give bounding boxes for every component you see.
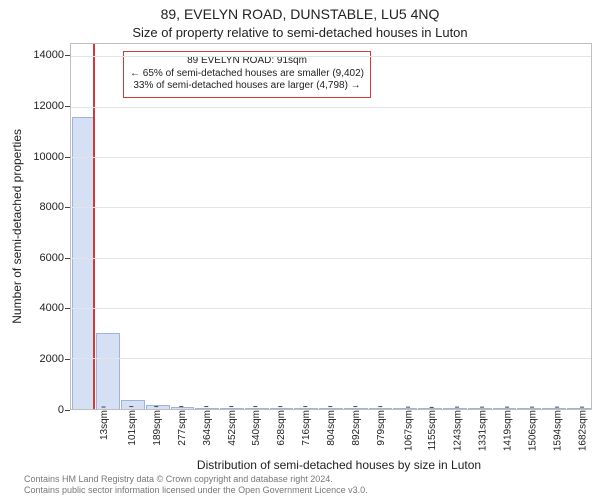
callout-larger: 33% of semi-detached houses are larger (… xyxy=(130,80,364,93)
y-tick: 0 xyxy=(58,404,64,416)
attribution-footer: Contains HM Land Registry data © Crown c… xyxy=(24,474,592,497)
gridline xyxy=(71,308,591,309)
x-axis-ticks: 13sqm 101sqm 189sqm 277sqm 364sqm 452sqm 540sq… xyxy=(78,410,600,458)
y-tick: 4000 xyxy=(40,302,64,314)
gridline xyxy=(71,207,591,208)
x-tick: 1682sqm xyxy=(577,410,588,451)
x-tick: 1243sqm xyxy=(453,410,464,451)
plot-area: 89 EVELYN ROAD: 91sqm ← 65% of semi-deta… xyxy=(70,43,592,410)
x-tick: 628sqm xyxy=(276,410,287,446)
gridline xyxy=(71,157,591,158)
histogram-bar xyxy=(96,333,120,408)
histogram-bar xyxy=(121,400,145,408)
y-axis: 02000400060008000100001200014000 xyxy=(26,43,70,410)
y-axis-label: Number of semi-detached properties xyxy=(8,43,26,410)
x-tick: 1331sqm xyxy=(478,410,489,451)
chart-area: Number of semi-detached properties 02000… xyxy=(8,43,592,410)
gridline xyxy=(71,107,591,108)
x-tick: 979sqm xyxy=(375,410,386,446)
y-tick: 8000 xyxy=(40,201,64,213)
x-tick: 452sqm xyxy=(226,410,237,446)
x-tick: 540sqm xyxy=(251,410,262,446)
y-tick: 12000 xyxy=(33,100,64,112)
histogram-bars xyxy=(71,44,591,409)
x-tick: 716sqm xyxy=(301,410,312,446)
x-tick: 189sqm xyxy=(152,410,163,446)
y-tick: 2000 xyxy=(40,353,64,365)
chart-titles: 89, EVELYN ROAD, DUNSTABLE, LU5 4NQ Size… xyxy=(8,6,592,41)
x-tick: 364sqm xyxy=(201,410,212,446)
x-tick: 1419sqm xyxy=(502,410,513,451)
callout-smaller: ← 65% of semi-detached houses are smalle… xyxy=(130,68,364,81)
x-tick: 277sqm xyxy=(177,410,188,446)
property-marker-line xyxy=(93,44,95,409)
x-tick: 1506sqm xyxy=(527,410,538,451)
x-tick: 1594sqm xyxy=(552,410,563,451)
y-tick: 6000 xyxy=(40,252,64,264)
y-tick: 10000 xyxy=(33,151,64,163)
footer-line-2: Contains public sector information licen… xyxy=(24,485,592,496)
x-tick: 892sqm xyxy=(351,410,362,446)
gridline xyxy=(71,258,591,259)
x-tick: 804sqm xyxy=(326,410,337,446)
footer-line-1: Contains HM Land Registry data © Crown c… xyxy=(24,474,592,485)
y-tick: 14000 xyxy=(33,49,64,61)
x-axis-area: 13sqm 101sqm 189sqm 277sqm 364sqm 452sqm 540sq… xyxy=(78,410,600,470)
title-subtitle: Size of property relative to semi-detach… xyxy=(8,25,592,41)
x-axis-label: Distribution of semi-detached houses by … xyxy=(78,458,600,472)
x-tick: 101sqm xyxy=(127,410,138,446)
gridline xyxy=(71,56,591,57)
x-tick: 1067sqm xyxy=(403,410,414,451)
title-address: 89, EVELYN ROAD, DUNSTABLE, LU5 4NQ xyxy=(8,6,592,24)
gridline xyxy=(71,358,591,359)
x-tick: 13sqm xyxy=(99,410,110,440)
x-tick: 1155sqm xyxy=(428,410,439,450)
callout-box: 89 EVELYN ROAD: 91sqm ← 65% of semi-deta… xyxy=(123,51,371,98)
histogram-bar xyxy=(72,117,96,409)
